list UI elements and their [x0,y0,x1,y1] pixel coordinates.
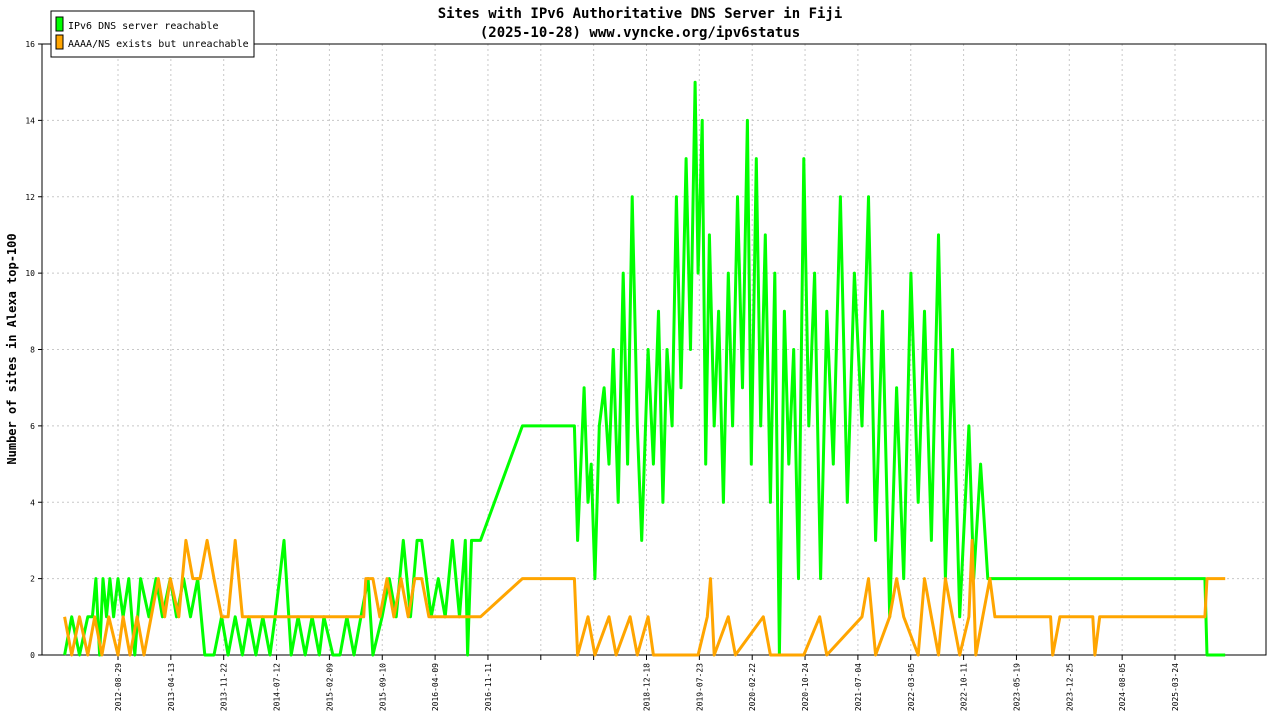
y-tick-label: 4 [30,498,35,507]
legend-label-reachable: IPv6 DNS server reachable [68,21,219,32]
x-tick-label: 2023-05-19 [1012,663,1021,711]
y-tick-label: 8 [30,346,35,355]
y-tick-label: 12 [25,193,35,202]
series-line-unreachable [63,538,1226,657]
legend-swatch-reachable [55,16,64,32]
legend: IPv6 DNS server reachable AAAA/NS exists… [50,10,255,58]
series-line-reachable [63,80,1226,657]
y-axis-label: Number of sites in Alexa top-100 [5,233,19,464]
x-tick-label: 2015-02-09 [325,663,334,711]
x-tick-label: 2024-08-05 [1118,663,1127,711]
y-axis-ticks: 0 2 4 6 8 10 12 14 16 [25,40,42,660]
x-axis-ticks: 2012-08-29 2013-04-13 2013-11-22 2014-07-12… [114,655,1180,711]
x-tick-label: 2021-07-04 [854,663,863,711]
x-tick-label: 2020-10-24 [801,663,810,711]
x-tick-label: 2015-09-10 [378,663,387,711]
y-tick-label: 10 [25,269,35,278]
x-tick-label: 2016-04-09 [431,663,440,711]
y-tick-label: 6 [30,422,35,431]
y-tick-label: 14 [25,116,35,125]
legend-label-unreachable: AAAA/NS exists but unreachable [68,39,249,50]
x-tick-label: 2023-12-25 [1065,663,1074,711]
x-tick-label: 2014-07-12 [273,663,282,711]
x-tick-label: 2013-04-13 [167,663,176,711]
chart-subtitle: (2025-10-28) www.vyncke.org/ipv6status [480,25,800,41]
x-tick-label: 2018-12-18 [643,663,652,711]
x-tick-label: 2025-03-24 [1171,663,1180,711]
x-tick-label: 2013-11-22 [220,663,229,711]
legend-swatch-unreachable [55,34,64,50]
x-tick-label: 2020-02-22 [748,663,757,711]
y-tick-label: 0 [30,651,35,660]
x-tick-label: 2016-11-11 [484,663,493,711]
series-group [63,80,1226,657]
x-tick-label: 2012-08-29 [114,663,123,711]
legend-box [50,10,255,58]
x-tick-label: 2019-07-23 [695,663,704,711]
x-tick-label: 2022-03-05 [907,663,916,711]
y-tick-label: 2 [30,575,35,584]
chart-title: Sites with IPv6 Authoritative DNS Server… [438,6,843,22]
x-tick-label: 2022-10-11 [960,663,969,711]
y-tick-label: 16 [25,40,35,49]
